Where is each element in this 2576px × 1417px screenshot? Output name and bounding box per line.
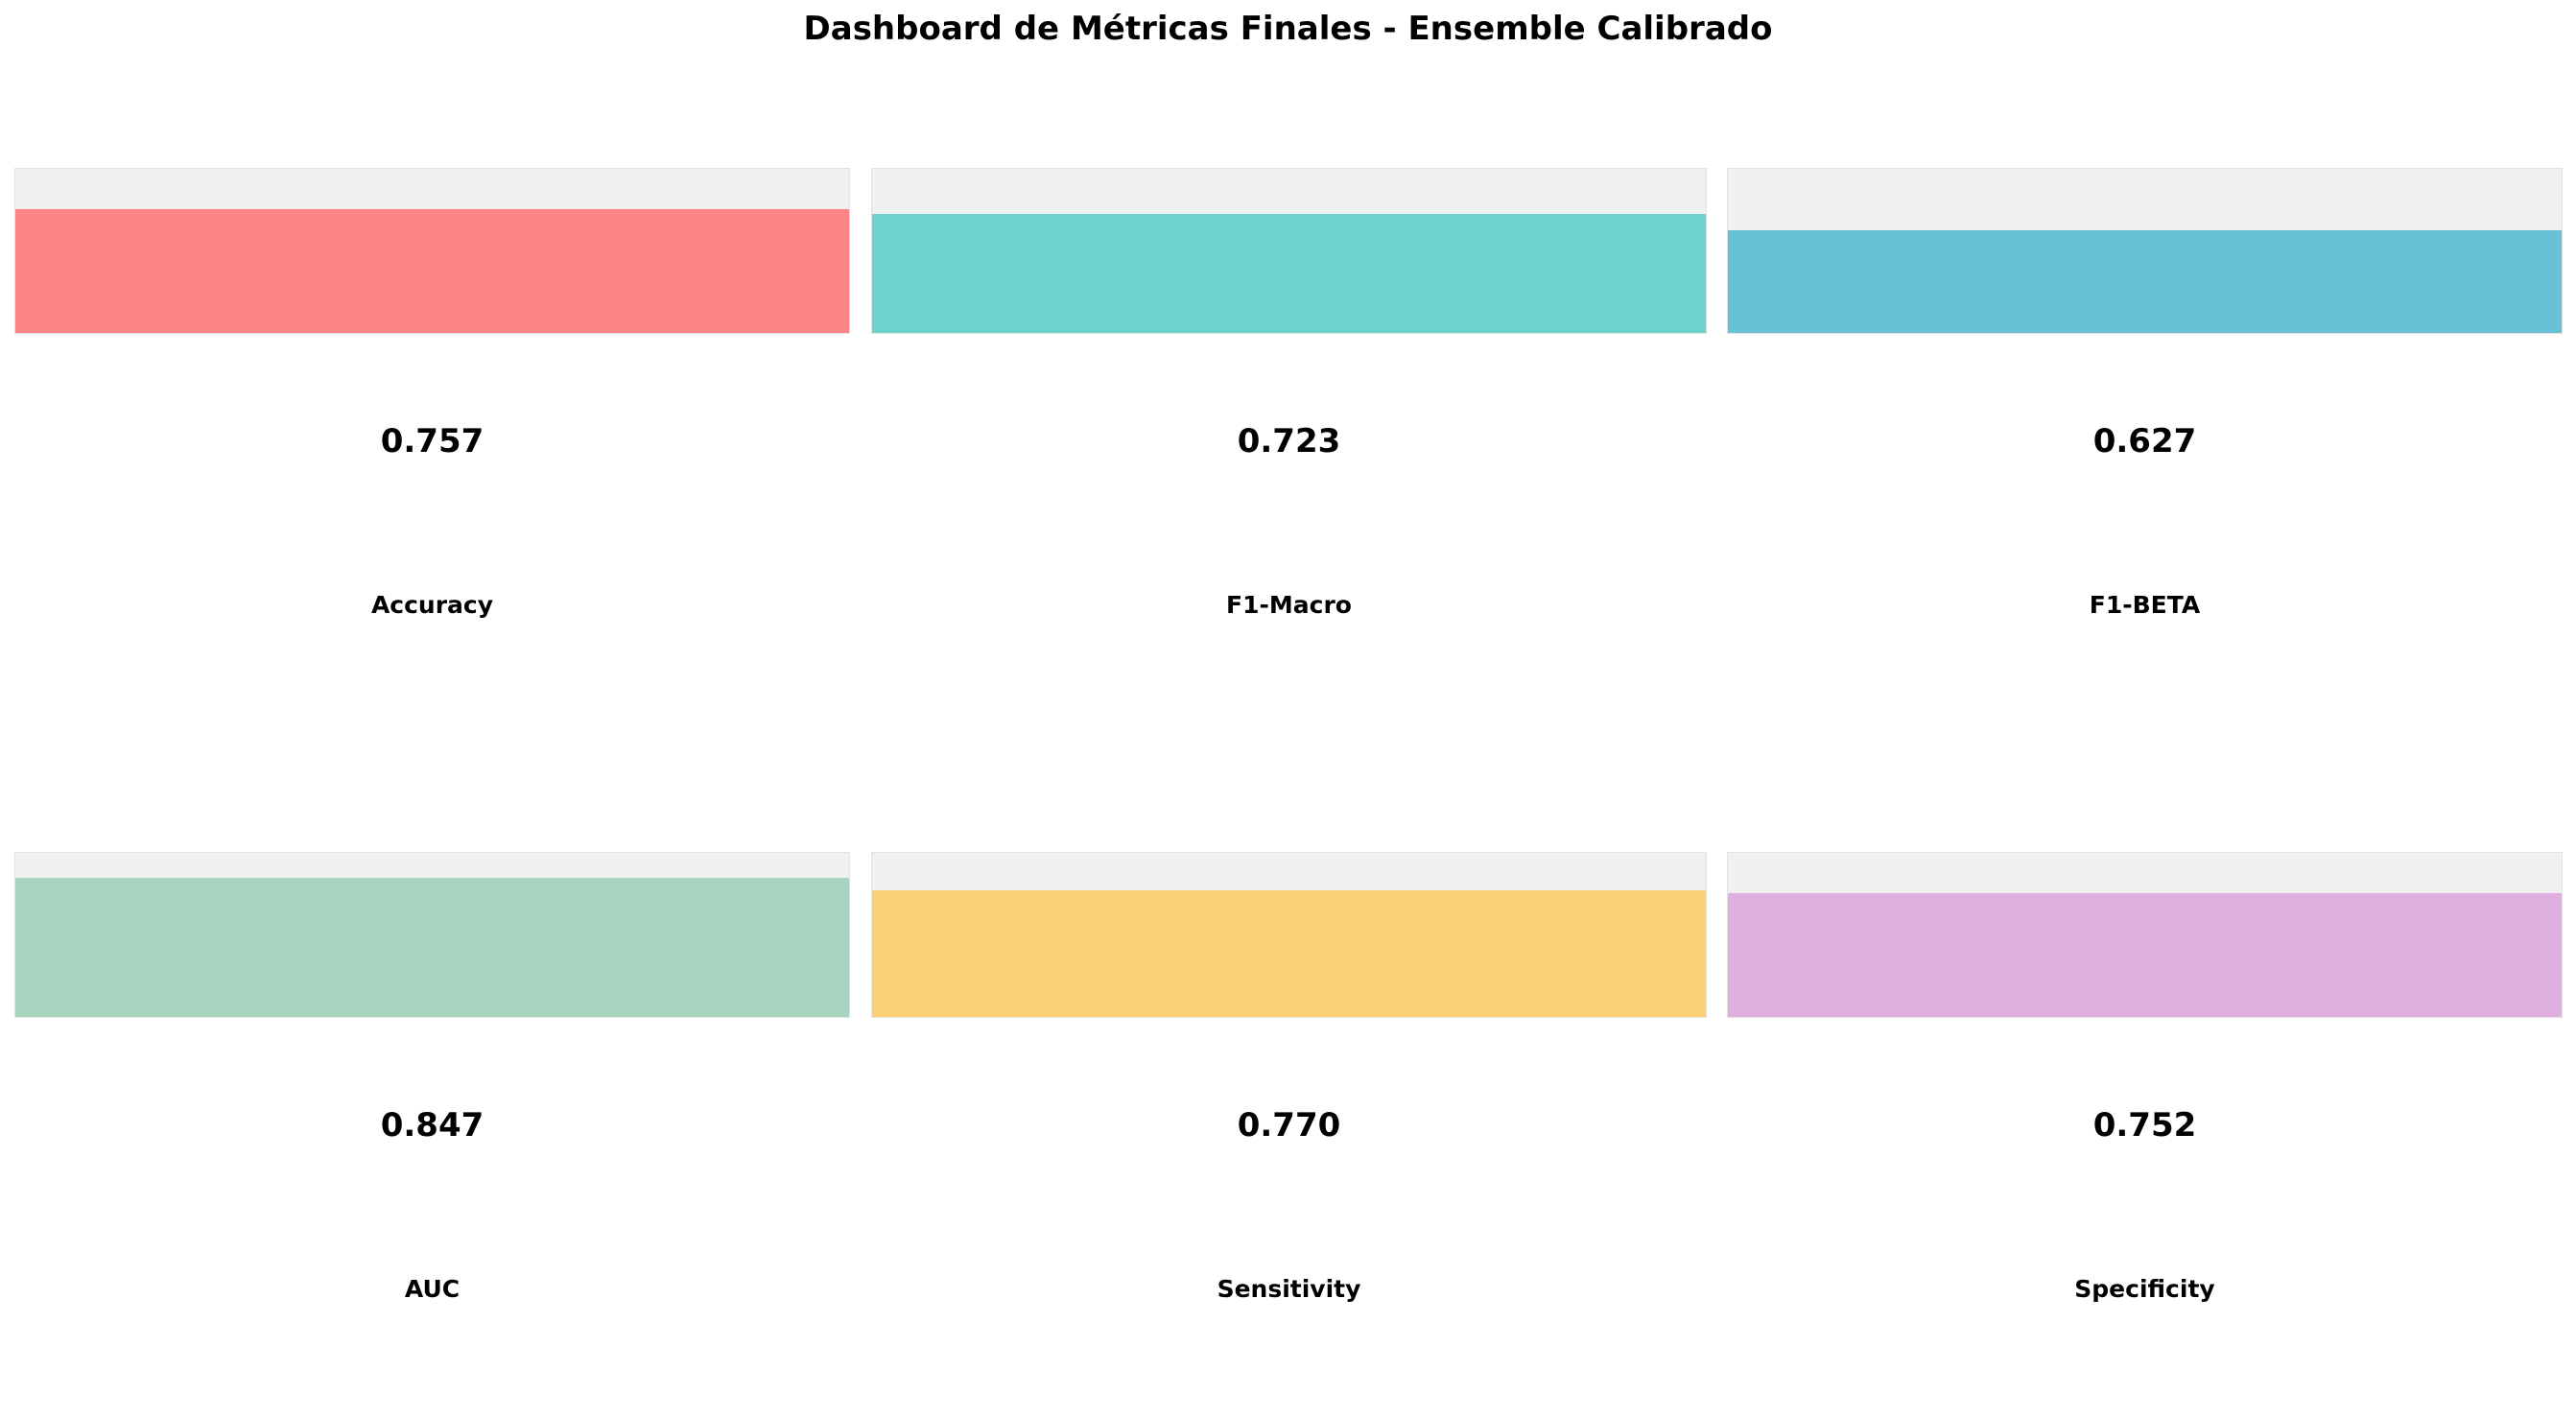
metric-bar-fill: [15, 878, 849, 1017]
metric-value: 0.627: [2092, 422, 2197, 461]
metric-label: F1-Macro: [1226, 591, 1352, 619]
metric-bar-track: [871, 852, 1707, 1018]
metric-value: 0.757: [380, 422, 484, 461]
metric-bar-track: [871, 168, 1707, 334]
metric-bar-track: [14, 168, 850, 334]
metric-bar-fill: [15, 208, 849, 333]
metric-bar-track: [1727, 168, 2563, 334]
chart-title: Dashboard de Métricas Finales - Ensemble…: [803, 10, 1773, 48]
metric-bar-fill: [1728, 229, 2562, 333]
metric-bar-track: [1727, 852, 2563, 1018]
metric-value: 0.752: [2092, 1106, 2197, 1145]
metric-value: 0.723: [1237, 422, 1341, 461]
metric-label: Accuracy: [370, 591, 494, 619]
metric-value: 0.847: [380, 1106, 484, 1145]
metric-label: Specificity: [2074, 1275, 2215, 1303]
metric-bar-track: [14, 852, 850, 1018]
metric-bar-fill: [872, 214, 1706, 333]
metric-value: 0.770: [1237, 1106, 1341, 1145]
metric-label: Sensitivity: [1217, 1275, 1361, 1303]
metric-bar-fill: [872, 890, 1706, 1017]
metric-bar-fill: [1728, 893, 2562, 1017]
metric-label: F1-BETA: [2089, 591, 2201, 619]
metric-label: AUC: [404, 1275, 461, 1303]
